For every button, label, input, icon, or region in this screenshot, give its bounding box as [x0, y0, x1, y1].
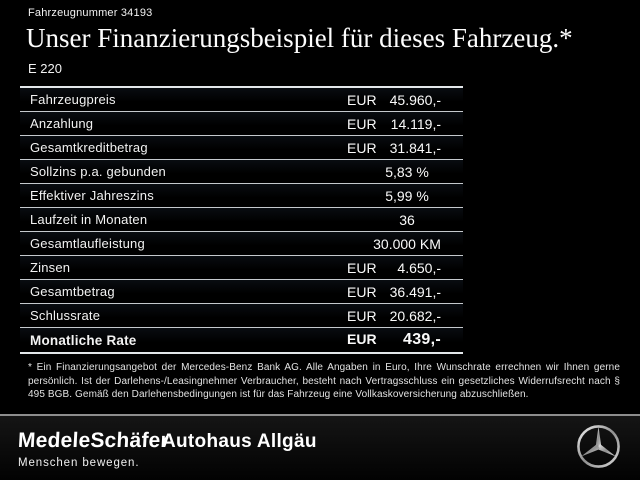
finance-table-row: Monatliche Rate EUR 439,-	[20, 328, 463, 354]
row-label: Laufzeit in Monaten	[30, 212, 148, 227]
row-label: Effektiver Jahreszins	[30, 188, 154, 203]
row-label: Monatliche Rate	[30, 332, 137, 348]
row-value-group: EUR 14.119,-	[321, 116, 463, 132]
row-currency: EUR	[347, 139, 377, 156]
row-amount: 5,99 %	[385, 187, 429, 204]
row-currency: EUR	[347, 283, 377, 300]
row-value-group: EUR 439,-	[321, 331, 463, 349]
row-value-group: EUR 36.491,-	[321, 284, 463, 300]
row-amount: 31.841,-	[389, 139, 441, 156]
row-value-group: EUR 45.960,-	[321, 92, 463, 108]
finance-table-row: Laufzeit in Monaten 36	[20, 208, 463, 232]
row-value-group: 5,99 %	[321, 188, 463, 204]
row-value-group: EUR 4.650,-	[321, 260, 463, 276]
row-label: Sollzins p.a. gebunden	[30, 164, 166, 179]
model-name: E 220	[28, 61, 62, 76]
mercedes-star-icon	[575, 423, 622, 470]
footer-bar: MedeleSchäfer Autohaus Allgäu Menschen b…	[0, 414, 640, 480]
finance-table-row: Fahrzeugpreis EUR 45.960,-	[20, 88, 463, 112]
row-currency: EUR	[347, 259, 377, 276]
row-currency: EUR	[347, 307, 377, 324]
row-currency: EUR	[347, 91, 377, 108]
row-amount: 36	[399, 211, 415, 228]
finance-table: Fahrzeugpreis EUR 45.960,- Anzahlung EUR…	[20, 86, 463, 354]
row-amount: 14.119,-	[390, 115, 441, 132]
dealer-tagline: Menschen bewegen.	[18, 457, 140, 469]
row-value-group: 5,83 %	[321, 164, 463, 180]
disclaimer-text: * Ein Finanzierungsangebot der Mercedes-…	[28, 362, 620, 400]
finance-table-row: Anzahlung EUR 14.119,-	[20, 112, 463, 136]
row-value-group: EUR 31.841,-	[321, 140, 463, 156]
finance-table-row: Gesamtbetrag EUR 36.491,-	[20, 280, 463, 304]
finance-table-row: Schlussrate EUR 20.682,-	[20, 304, 463, 328]
row-value-group: 30.000 KM	[321, 236, 463, 252]
row-label: Anzahlung	[30, 116, 94, 131]
row-value-group: 36	[321, 212, 463, 228]
finance-table-row: Sollzins p.a. gebunden 5,83 %	[20, 160, 463, 184]
row-label: Gesamtlaufleistung	[30, 236, 145, 251]
row-amount: 5,83 %	[385, 163, 429, 180]
row-label: Gesamtkreditbetrag	[30, 140, 148, 155]
row-currency: EUR	[347, 331, 377, 347]
row-label: Schlussrate	[30, 308, 101, 323]
dealer-name: Autohaus Allgäu	[162, 431, 317, 452]
row-label: Zinsen	[30, 260, 71, 275]
row-currency: EUR	[347, 115, 377, 132]
page-title: Unser Finanzierungsbeispiel für dieses F…	[26, 23, 573, 53]
row-amount: 30.000 KM	[373, 235, 441, 252]
row-label: Fahrzeugpreis	[30, 92, 116, 107]
finance-table-row: Zinsen EUR 4.650,-	[20, 256, 463, 280]
row-amount: 45.960,-	[389, 91, 441, 108]
row-amount: 4.650,-	[397, 259, 441, 276]
row-value-group: EUR 20.682,-	[321, 308, 463, 324]
row-amount: 20.682,-	[389, 307, 441, 324]
row-amount: 439,-	[403, 331, 441, 348]
finance-table-row: Effektiver Jahreszins 5,99 %	[20, 184, 463, 208]
row-label: Gesamtbetrag	[30, 284, 115, 299]
finance-table-row: Gesamtlaufleistung 30.000 KM	[20, 232, 463, 256]
dealer-logo: MedeleSchäfer	[17, 429, 170, 452]
finance-table-row: Gesamtkreditbetrag EUR 31.841,-	[20, 136, 463, 160]
row-amount: 36.491,-	[389, 283, 441, 300]
vehicle-number: Fahrzeugnummer 34193	[28, 7, 153, 19]
